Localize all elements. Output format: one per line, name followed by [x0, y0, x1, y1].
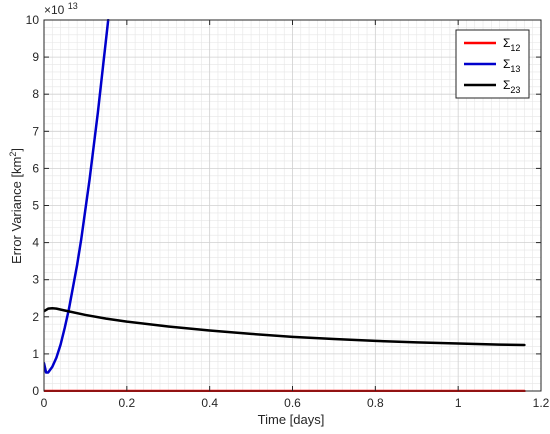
y-axis-label-main: Error Variance [km [9, 157, 24, 264]
y-axis-label-end: ] [9, 148, 24, 152]
series-line-s23 [44, 307, 526, 347]
y-axis-label-sup: 2 [8, 152, 18, 157]
x-tick-label: 0.2 [118, 396, 135, 410]
y-tick-label: 3 [32, 273, 39, 287]
y-tick-label: 6 [32, 161, 39, 175]
y-exponent-power: 13 [68, 1, 78, 11]
y-exponent-base: ×10 [44, 3, 65, 17]
legend-label-s12: Σ12 [503, 36, 520, 53]
legend-label-s13: Σ13 [503, 57, 520, 74]
y-tick-label: 7 [32, 124, 39, 138]
y-exponent-label: ×10 13 [44, 1, 78, 17]
x-tick-label: 0.4 [201, 396, 218, 410]
y-tick-label: 10 [26, 13, 40, 27]
legend-s23-sub: 23 [510, 85, 520, 95]
legend-s12-main: Σ [503, 36, 510, 50]
ticks [43, 19, 542, 392]
legend-s13-main: Σ [503, 57, 510, 71]
x-tick-label: 0.6 [284, 396, 301, 410]
x-axis-label: Time [days] [258, 412, 325, 427]
y-tick-label: 2 [32, 310, 39, 324]
y-tick-label: 8 [32, 87, 39, 101]
series-line-s13 [44, 19, 110, 374]
y-tick-label: 0 [32, 384, 39, 398]
legend-s23-main: Σ [503, 78, 510, 92]
x-axis-label-text: Time [days] [258, 412, 325, 427]
legend-s13-sub: 13 [510, 64, 520, 74]
legend-s12-sub: 12 [510, 43, 520, 53]
x-tick-label: 1.2 [533, 396, 550, 410]
y-tick-label: 1 [32, 347, 39, 361]
y-tick-label: 9 [32, 50, 39, 64]
x-tick-label: 1 [455, 396, 462, 410]
y-tick-label: 5 [32, 199, 39, 213]
y-axis-label: Error Variance [km2] [8, 148, 24, 264]
legend: Σ12 Σ13 Σ23 [455, 29, 530, 99]
legend-label-s23: Σ23 [503, 78, 520, 95]
y-tick-label: 4 [32, 236, 39, 250]
x-tick-label: 0.8 [367, 396, 384, 410]
x-tick-label: 0 [41, 396, 48, 410]
